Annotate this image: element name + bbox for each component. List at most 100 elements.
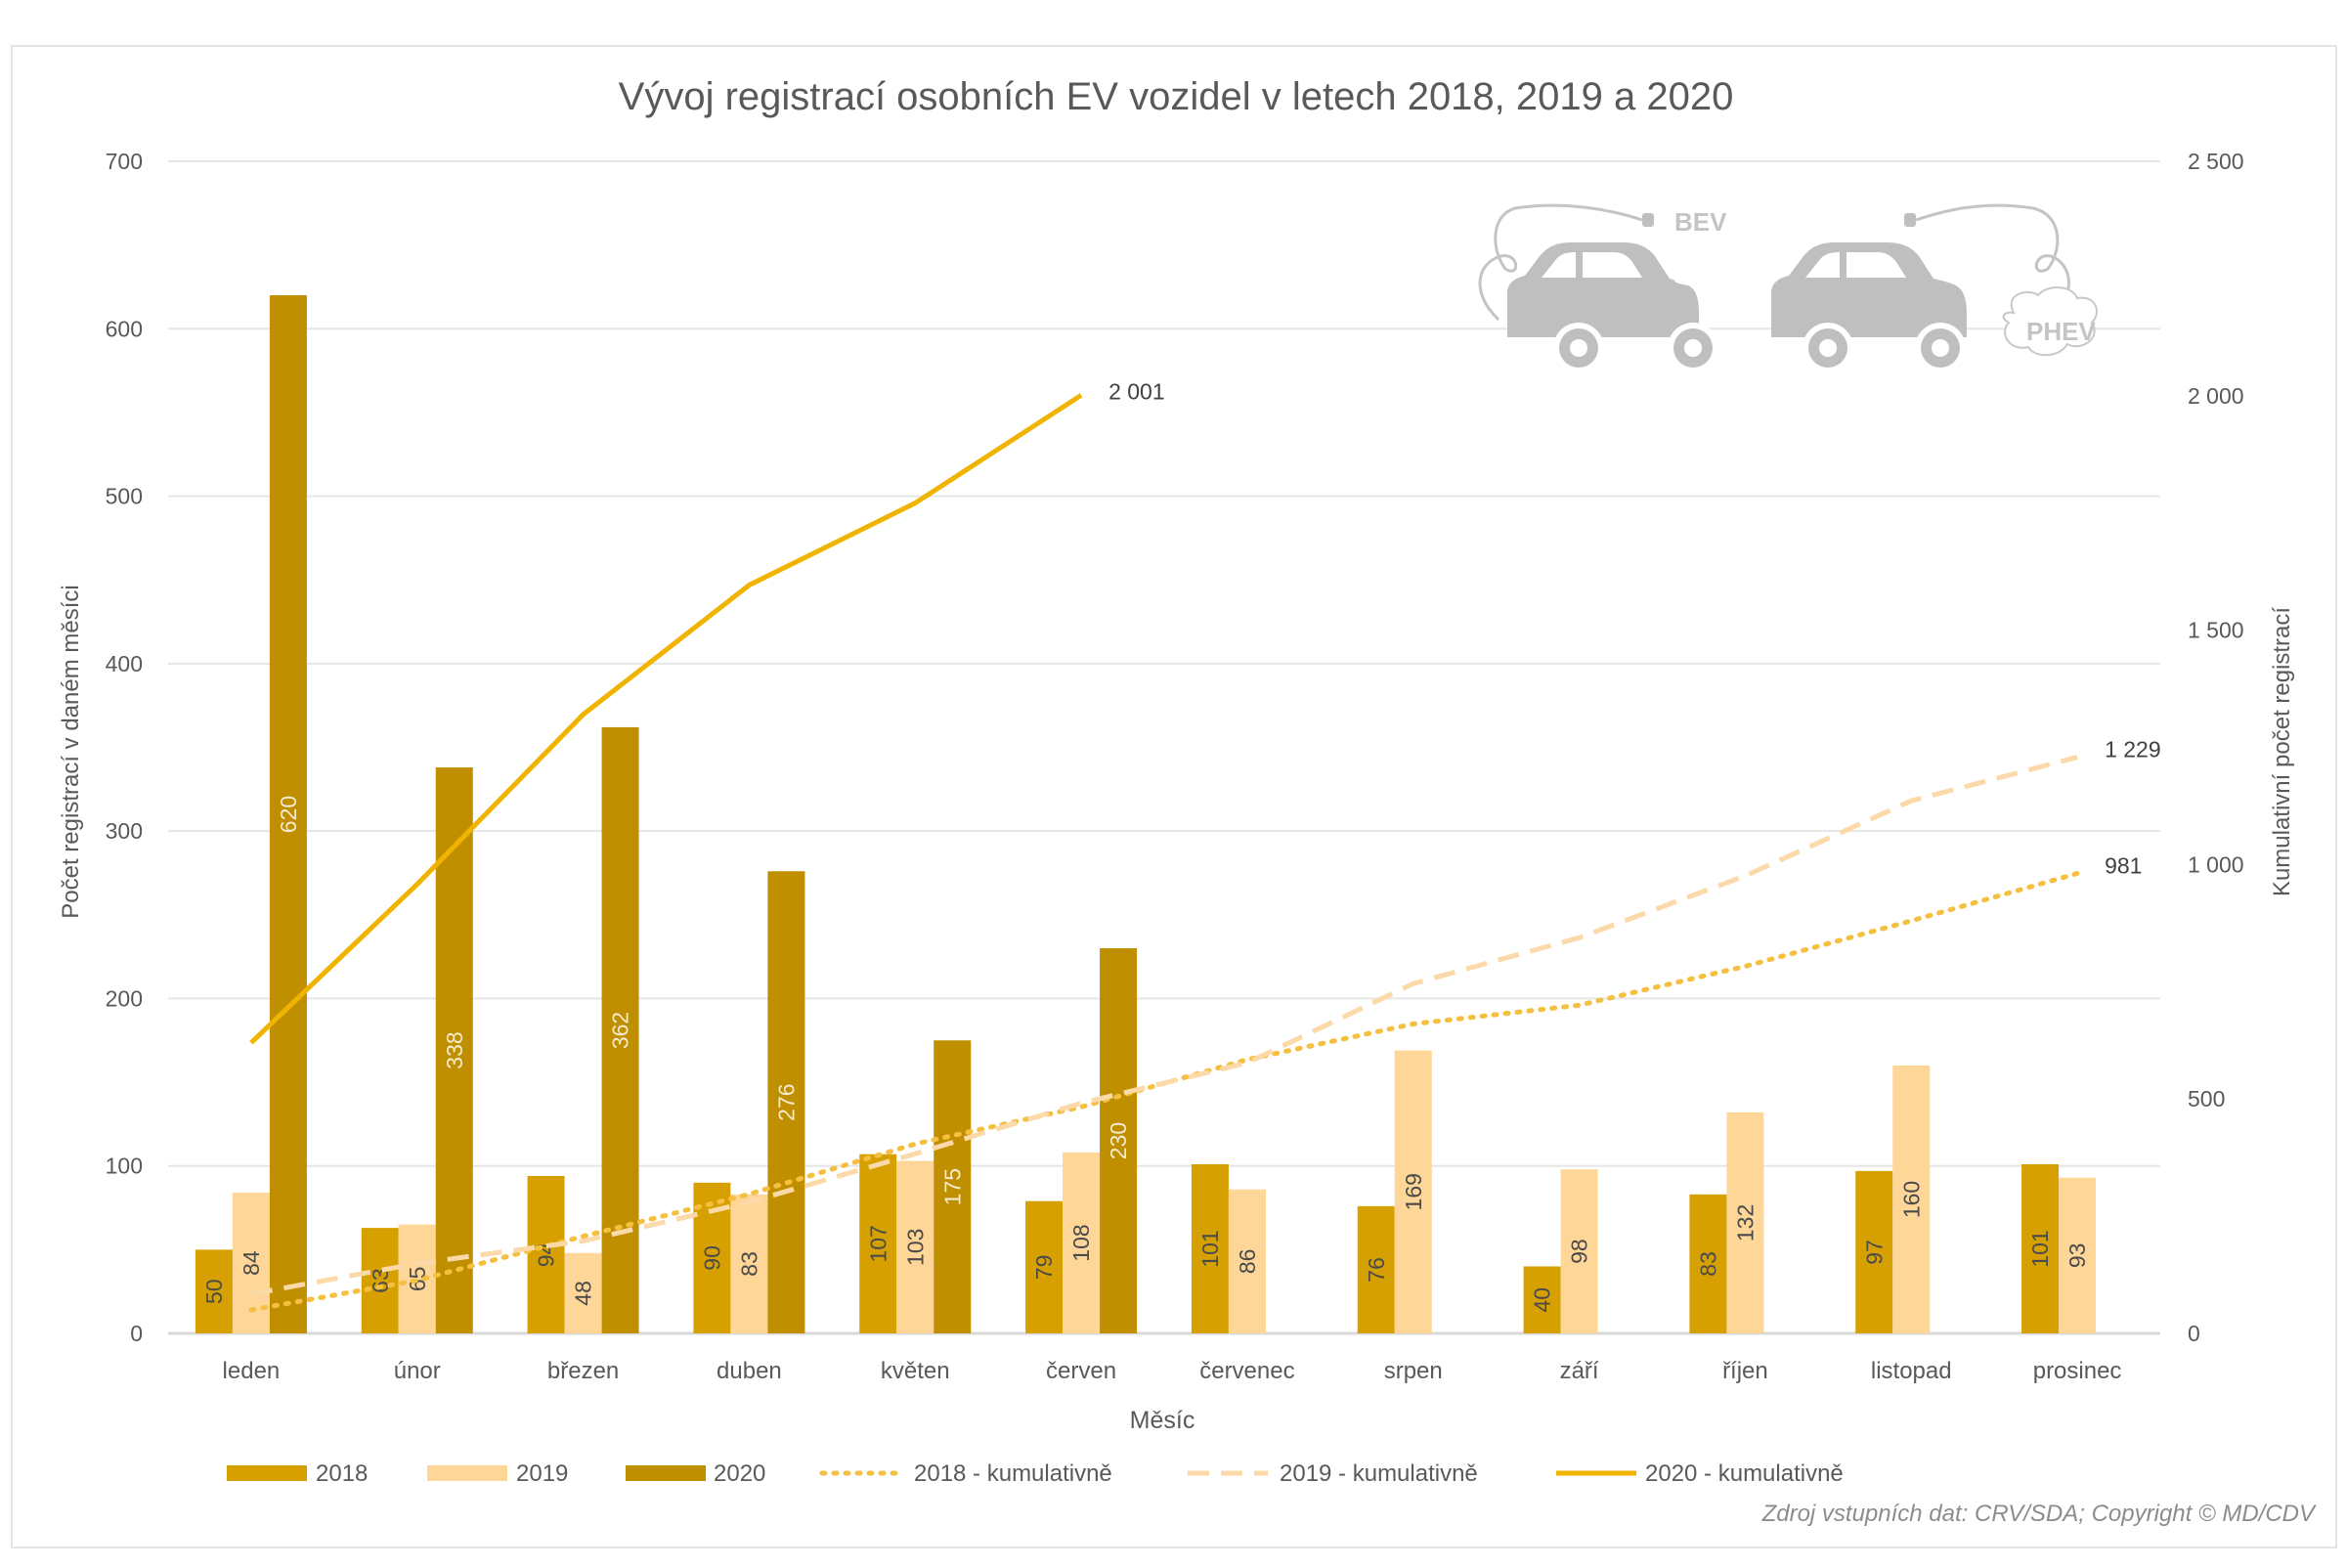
y-tick-label: 500 [106, 484, 143, 509]
legend-item: 2018 - kumulativně [819, 1460, 1112, 1487]
bar-2018-listopad [1855, 1170, 1893, 1333]
bar-data-label: 40 [1530, 1287, 1555, 1313]
bar-data-label: 48 [571, 1281, 596, 1306]
legend-label: 2019 [516, 1460, 568, 1487]
bar-data-label: 160 [1898, 1181, 1924, 1218]
x-axis-title: Měsíc [1130, 1407, 1195, 1434]
bar-data-label: 103 [902, 1229, 928, 1266]
y2-tick-label: 500 [2188, 1086, 2225, 1111]
bar-data-label: 362 [608, 1012, 633, 1049]
y2-tick-label: 0 [2188, 1321, 2200, 1346]
source-note: Zdroj vstupních dat: CRV/SDA; Copyright … [1761, 1501, 2317, 1527]
bar-2018-srpen [1357, 1205, 1395, 1333]
y-tick-label: 0 [130, 1321, 143, 1346]
bar-data-label: 79 [1031, 1255, 1057, 1281]
y2-axis-title: Kumulativní počet registrací [2269, 607, 2295, 896]
legend-label: 2018 [316, 1460, 368, 1487]
legend-swatch [227, 1465, 307, 1481]
bar-2020-červen [1100, 948, 1138, 1333]
x-tick-label: duben [717, 1358, 782, 1384]
y2-tick-label: 2 000 [2188, 383, 2244, 409]
bar-data-label: 83 [1695, 1251, 1720, 1277]
y-tick-label: 200 [106, 985, 143, 1011]
legend-item: 2019 [427, 1460, 568, 1487]
axes: 0 100 200 300 400 500 600 700 0 500 1 000 1 500 2 00… [106, 149, 2244, 1384]
bar-data-label: 84 [239, 1250, 264, 1276]
legend-label: 2020 [714, 1460, 765, 1487]
bar-2018-květen [859, 1154, 897, 1333]
bar-2018-březen [527, 1175, 565, 1333]
legend-swatch [427, 1465, 507, 1481]
bar-data-label: 93 [2064, 1243, 2090, 1269]
y2-tick-label: 2 500 [2188, 149, 2244, 174]
bar-2018-prosinec [2021, 1164, 2060, 1333]
y2-tick-label: 1 000 [2188, 851, 2244, 877]
x-tick-label: listopad [1871, 1358, 1952, 1384]
bar-data-label: 90 [699, 1245, 724, 1271]
bar-data-label: 76 [1364, 1257, 1389, 1283]
legend-label: 2019 - kumulativně [1280, 1460, 1478, 1487]
bar-2019-květen [896, 1160, 934, 1333]
y-axis-title: Počet registrací v daném měsíci [58, 585, 84, 918]
bar-2018-září [1523, 1266, 1561, 1333]
chart-frame [11, 45, 2337, 1548]
chart-title: Vývoj registrací osobních EV vozidel v l… [619, 75, 1734, 118]
bar-data-label: 169 [1401, 1173, 1426, 1210]
bar-2020-květen [934, 1040, 972, 1333]
bar-2018-leden [195, 1249, 233, 1333]
bev-label: BEV [1674, 207, 1727, 237]
bar-data-label: 101 [1197, 1230, 1223, 1267]
legend-label: 2020 - kumulativně [1645, 1460, 1844, 1487]
line-end-label: 981 [2105, 853, 2142, 879]
bar-data-label: 101 [2027, 1230, 2053, 1267]
x-tick-label: prosinec [2033, 1358, 2122, 1384]
y-tick-label: 300 [106, 818, 143, 844]
x-tick-label: srpen [1384, 1358, 1443, 1384]
y-tick-label: 100 [106, 1154, 143, 1179]
phev-label: PHEV [2026, 317, 2096, 346]
legend-item: 2020 [626, 1460, 765, 1487]
gridlines [168, 160, 2160, 1335]
line-2020 - kumulativně [249, 393, 1083, 1045]
legend-label: 2018 - kumulativně [914, 1460, 1112, 1487]
bar-data-label: 338 [442, 1031, 467, 1068]
x-tick-label: červen [1046, 1358, 1116, 1384]
bar-data-label: 276 [773, 1083, 799, 1120]
y-tick-label: 400 [106, 651, 143, 676]
legend-item: 2019 - kumulativně [1188, 1460, 1478, 1487]
bar-2020-leden [269, 295, 307, 1333]
bar-data-label: 132 [1732, 1204, 1758, 1241]
x-tick-label: leden [223, 1358, 281, 1384]
y2-tick-label: 1 500 [2188, 618, 2244, 643]
bar-data-label: 98 [1567, 1239, 1592, 1264]
bar-data-label: 230 [1106, 1122, 1131, 1159]
bar-2018-červenec [1191, 1164, 1229, 1333]
legend: 2018 2019 2020 2018 - kumulativně 2019 - kum… [227, 1460, 1844, 1487]
bar-data-label: 50 [201, 1279, 227, 1304]
bar-data-label: 97 [1861, 1240, 1887, 1265]
bar-data-label: 86 [1235, 1249, 1260, 1275]
legend-item: 2018 [227, 1460, 368, 1487]
bar-2019-červenec [1228, 1189, 1266, 1333]
x-tick-label: září [1560, 1358, 1599, 1384]
x-tick-label: říjen [1722, 1358, 1768, 1384]
bar-2019-duben [730, 1194, 768, 1333]
bar-2019-prosinec [2059, 1177, 2097, 1333]
bar-2019-srpen [1394, 1050, 1432, 1333]
bar-2019-červen [1063, 1153, 1101, 1333]
line-end-label: 1 229 [2105, 737, 2161, 762]
bar-2018-červen [1025, 1200, 1064, 1333]
y-tick-label: 700 [106, 149, 143, 174]
line-end-label: 2 001 [1108, 378, 1165, 404]
x-tick-label: únor [394, 1358, 441, 1384]
bar-2020-duben [767, 871, 805, 1333]
line-2019 - kumulativně [250, 755, 2078, 1297]
y-tick-label: 600 [106, 316, 143, 341]
x-tick-label: červenec [1199, 1358, 1294, 1384]
bar-2018-říjen [1689, 1194, 1727, 1333]
bar-2019-září [1560, 1169, 1598, 1333]
bar-data-label: 175 [939, 1168, 965, 1205]
bar-2019-říjen [1726, 1111, 1764, 1333]
